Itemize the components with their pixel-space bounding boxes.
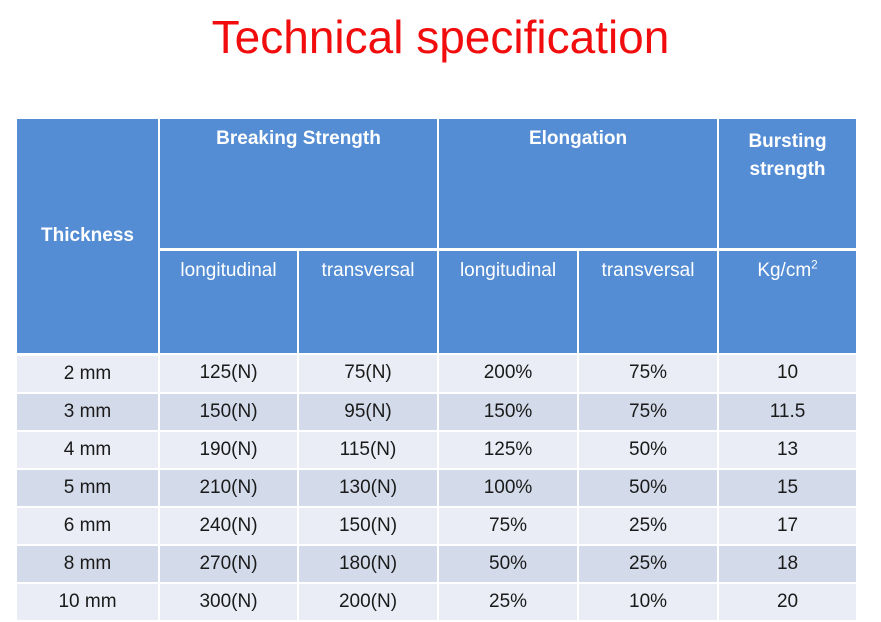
cell-breaking-transversal: 180(N) <box>296 543 440 584</box>
cell-bursting: 15 <box>717 467 859 508</box>
table-row: 6 mm 240(N) 150(N) 75% 25% 17 <box>15 505 859 546</box>
table-row: 10 mm 300(N) 200(N) 25% 10% 20 <box>15 581 859 622</box>
cell-thickness: 10 mm <box>15 581 160 622</box>
table-row: 2 mm 125(N) 75(N) 200% 75% 10 <box>15 353 859 394</box>
cell-elongation-longitudinal: 100% <box>437 467 580 508</box>
subheader-breaking-longitudinal: longitudinal <box>158 248 299 355</box>
cell-thickness: 5 mm <box>15 467 160 508</box>
cell-breaking-transversal: 95(N) <box>296 391 440 432</box>
cell-breaking-longitudinal: 210(N) <box>158 467 299 508</box>
cell-bursting: 11.5 <box>717 391 859 432</box>
cell-elongation-longitudinal: 25% <box>437 581 580 622</box>
cell-elongation-longitudinal: 75% <box>437 505 580 546</box>
cell-breaking-longitudinal: 270(N) <box>158 543 299 584</box>
table-row: 8 mm 270(N) 180(N) 50% 25% 18 <box>15 543 859 584</box>
cell-thickness: 8 mm <box>15 543 160 584</box>
cell-bursting: 10 <box>717 353 859 394</box>
cell-elongation-transversal: 10% <box>577 581 720 622</box>
cell-elongation-transversal: 25% <box>577 543 720 584</box>
cell-thickness: 2 mm <box>15 353 160 394</box>
cell-bursting: 20 <box>717 581 859 622</box>
bursting-unit-base: Kg/cm <box>757 260 812 281</box>
table-row: 4 mm 190(N) 115(N) 125% 50% 13 <box>15 429 859 470</box>
cell-elongation-transversal: 75% <box>577 353 720 394</box>
cell-elongation-longitudinal: 200% <box>437 353 580 394</box>
subheader-elongation-longitudinal: longitudinal <box>437 248 580 355</box>
header-breaking-strength: Breaking Strength <box>157 117 440 251</box>
header-sub-row: longitudinal transversal longitudinal tr… <box>16 248 859 355</box>
cell-breaking-transversal: 75(N) <box>296 353 440 394</box>
cell-breaking-transversal: 130(N) <box>296 467 440 508</box>
cell-breaking-transversal: 115(N) <box>296 429 440 470</box>
subheader-elongation-transversal: transversal <box>577 248 720 355</box>
subheader-bursting-unit: Kg/cm2 <box>717 248 859 355</box>
header-elongation: Elongation <box>437 117 720 251</box>
header-bursting-strength: Bursting strength <box>717 117 859 251</box>
cell-breaking-longitudinal: 300(N) <box>158 581 299 622</box>
cell-elongation-transversal: 25% <box>577 505 720 546</box>
cell-breaking-longitudinal: 240(N) <box>158 505 299 546</box>
cell-elongation-longitudinal: 50% <box>437 543 580 584</box>
table-body: 2 mm 125(N) 75(N) 200% 75% 10 3 mm 150(N… <box>15 353 859 622</box>
table-row: 3 mm 150(N) 95(N) 150% 75% 11.5 <box>15 391 859 432</box>
cell-elongation-transversal: 50% <box>577 429 720 470</box>
cell-elongation-longitudinal: 125% <box>437 429 580 470</box>
cell-elongation-transversal: 50% <box>577 467 720 508</box>
cell-bursting: 17 <box>717 505 859 546</box>
cell-breaking-transversal: 150(N) <box>296 505 440 546</box>
cell-thickness: 3 mm <box>15 391 160 432</box>
cell-elongation-longitudinal: 150% <box>437 391 580 432</box>
cell-breaking-transversal: 200(N) <box>296 581 440 622</box>
slide-title: Technical specification <box>211 11 670 63</box>
subheader-breaking-transversal: transversal <box>296 248 440 355</box>
table-header: Thickness Breaking Strength Elongation B… <box>15 117 859 356</box>
cell-breaking-longitudinal: 125(N) <box>158 353 299 394</box>
cell-thickness: 6 mm <box>15 505 160 546</box>
spec-table: Thickness Breaking Strength Elongation B… <box>15 117 859 622</box>
bursting-unit-superscript: 2 <box>811 258 818 272</box>
cell-bursting: 18 <box>717 543 859 584</box>
table-row: 5 mm 210(N) 130(N) 100% 50% 15 <box>15 467 859 508</box>
cell-elongation-transversal: 75% <box>577 391 720 432</box>
cell-bursting: 13 <box>717 429 859 470</box>
cell-breaking-longitudinal: 150(N) <box>158 391 299 432</box>
header-group-row: Thickness Breaking Strength Elongation B… <box>15 117 859 356</box>
cell-breaking-longitudinal: 190(N) <box>158 429 299 470</box>
header-bursting-strength-label: Bursting strength <box>748 131 827 180</box>
cell-thickness: 4 mm <box>15 429 160 470</box>
header-thickness: Thickness <box>15 117 160 356</box>
